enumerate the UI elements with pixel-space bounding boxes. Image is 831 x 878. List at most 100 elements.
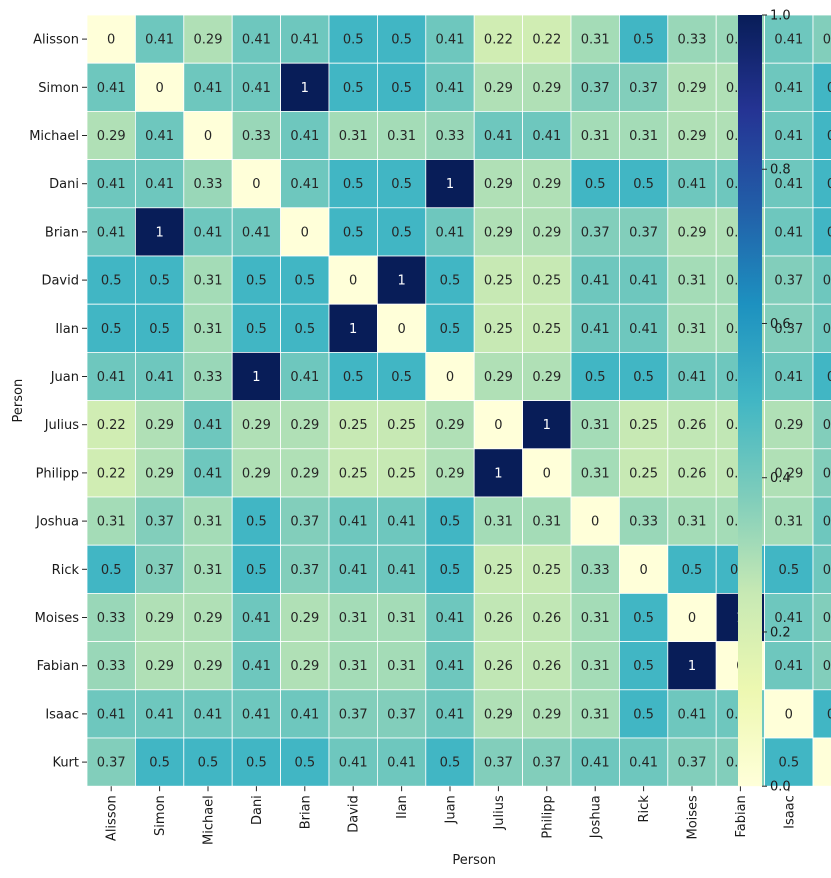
cell-value-label: 0.41: [339, 515, 368, 530]
heatmap-cell-fabian-brian: [280, 641, 330, 691]
cell-value-label: 0.41: [823, 563, 831, 578]
heatmap-cell-dani-rick: [619, 159, 669, 209]
heatmap-cell-dani-julius: [473, 159, 524, 209]
heatmap-cell-david-julius: [473, 255, 524, 305]
x-axis: Alisson Simon Michael Dani Brian David Ilan Jua…: [105, 786, 831, 845]
cell-value-label: 0.41: [774, 33, 803, 48]
heatmap-cell-dani-isaac: [764, 159, 814, 209]
cell-value-label: 0.31: [678, 274, 707, 289]
cell-value-label: 0.41: [194, 707, 223, 722]
cell-value-label: 0.5: [149, 274, 170, 289]
heatmap-cell-joshua-moises: [667, 496, 717, 546]
cell-value-label: 0.5: [391, 177, 412, 192]
heatmap-cell-brian-moises: [667, 207, 717, 257]
heatmap-cell-simon-rick: [619, 62, 669, 112]
x-tick-label-isaac: Isaac: [782, 795, 797, 829]
cell-value-label: 0.31: [339, 611, 368, 626]
cell-value-label: 0: [155, 81, 163, 96]
heatmap-cell-julius-simon: [134, 400, 185, 450]
cell-value-label: 0.37: [145, 563, 174, 578]
cell-value-label: 0.5: [246, 515, 267, 530]
cell-value-label: 0.5: [343, 370, 364, 385]
cell-value-label: 0.29: [242, 418, 271, 433]
cell-value-label: 0.5: [343, 33, 364, 48]
cell-value-label: 0.31: [387, 611, 416, 626]
cell-value-label: 0.29: [532, 81, 561, 96]
cell-value-label: 1: [494, 466, 502, 481]
heatmap-cell-juan-moises: [667, 351, 717, 401]
cell-value-label: 0.33: [194, 177, 223, 192]
cell-value-label: 0.5: [827, 81, 831, 96]
heatmap-cell-moises-juan: [425, 593, 475, 643]
cell-value-label: 0.41: [436, 707, 465, 722]
heatmap-cell-moises-rick: [619, 593, 669, 643]
cell-value-label: 0: [494, 418, 502, 433]
colorbar: 0.0 0.2 0.4 0.6 0.8 1.0: [738, 9, 791, 795]
cell-value-label: 1: [543, 418, 551, 433]
heatmap-cell-brian-dani: [231, 207, 281, 257]
heatmap-cell-isaac-dani: [231, 689, 281, 739]
heatmap-cell-moises-michael: [183, 593, 233, 643]
cell-value-label: 0.41: [194, 225, 223, 240]
heatmap-cell-moises-joshua: [570, 593, 620, 643]
heatmap-cell-david-michael: [183, 255, 233, 305]
cell-value-label: 0.26: [532, 659, 561, 674]
cell-value-label: 0.41: [145, 370, 174, 385]
heatmap-cell-joshua-brian: [280, 496, 330, 546]
cell-value-label: 0.37: [823, 418, 831, 433]
heatmap-cell-alisson-david: [328, 14, 378, 64]
cell-value-label: 0: [785, 707, 793, 722]
cell-value-label: 0: [688, 611, 696, 626]
colorbar-tick-label: 0.8: [770, 163, 791, 178]
x-tick-label-ilan: Ilan: [395, 795, 410, 819]
cell-value-label: 0.29: [532, 177, 561, 192]
heatmap-cell-brian-isaac: [764, 207, 814, 257]
cell-value-label: 0.41: [290, 370, 319, 385]
heatmap-cell-alisson-juan: [425, 14, 475, 64]
heatmap-cell-juan-michael: [183, 351, 233, 401]
cell-value-label: 0.26: [532, 611, 561, 626]
heatmap-cell-fabian-michael: [183, 641, 233, 691]
cell-value-label: 0.41: [194, 81, 223, 96]
cell-value-label: 0.25: [339, 466, 368, 481]
heatmap-cell-brian-rick: [619, 207, 669, 257]
heatmap-cell-juan-dani: [231, 351, 281, 401]
cell-value-label: 0.31: [629, 129, 658, 144]
cell-value-label: 0.29: [532, 370, 561, 385]
cell-value-label: 0.41: [387, 563, 416, 578]
cell-value-label: 0.29: [242, 466, 271, 481]
cell-value-label: 0.25: [532, 322, 561, 337]
cell-value-label: 0.29: [145, 611, 174, 626]
heatmap-cell-ilan-moises: [667, 303, 717, 353]
cell-value-label: 0.5: [827, 177, 831, 192]
cell-value-label: 0.33: [581, 563, 610, 578]
heatmap-cell-moises-philipp: [522, 593, 572, 643]
cell-value-label: 0.31: [484, 515, 513, 530]
cell-value-label: 0.29: [194, 33, 223, 48]
heatmap-cell-philipp-julius: [473, 448, 524, 498]
colorbar-tick-label: 0.2: [770, 625, 791, 640]
cell-value-label: 0.29: [678, 225, 707, 240]
heatmap-cell-philipp-kurt: [812, 448, 831, 498]
cell-value-label: 0.37: [629, 81, 658, 96]
heatmap-cell-simon-joshua: [570, 62, 620, 112]
heatmap-cell-rick-simon: [134, 544, 185, 594]
cell-value-label: 0.5: [343, 225, 364, 240]
heatmap-cell-rick-isaac: [764, 544, 814, 594]
heatmap-cell-dani-moises: [667, 159, 717, 209]
colorbar-ticks: 0.0 0.2 0.4 0.6 0.8 1.0: [762, 9, 791, 795]
cell-value-label: 0.41: [436, 225, 465, 240]
cell-value-label: 0.33: [242, 129, 271, 144]
cell-value-label: 0.41: [774, 370, 803, 385]
cell-value-label: 0.5: [827, 225, 831, 240]
cell-value-label: 0.26: [678, 418, 707, 433]
colorbar-tick-label: 1.0: [770, 9, 791, 24]
heatmap-cell-juan-juan: [425, 351, 475, 401]
cell-value-label: 0.29: [678, 129, 707, 144]
heatmap-cell-alisson-michael: [183, 14, 233, 64]
cell-value-label: 0.41: [774, 659, 803, 674]
cell-value-label: 0.29: [97, 129, 126, 144]
cell-value-label: 0.5: [633, 370, 654, 385]
cell-value-label: 1: [397, 274, 405, 289]
